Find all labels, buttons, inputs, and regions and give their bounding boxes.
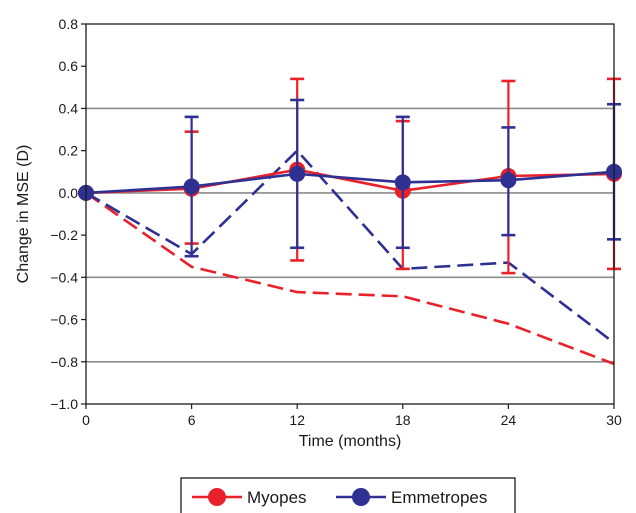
y-tick-label: 0.4 [59, 100, 79, 116]
legend-label: Myopes [247, 488, 307, 507]
y-tick-label: 0.0 [59, 185, 79, 201]
y-tick-label: −0.6 [50, 312, 78, 328]
y-tick-label: 0.8 [59, 16, 79, 32]
data-point [394, 174, 411, 191]
y-tick-label: 0.2 [59, 143, 79, 159]
series-emmetropes [78, 98, 622, 258]
legend-item-emmetropes: Emmetropes [336, 488, 487, 507]
legend-label: Emmetropes [391, 488, 487, 507]
y-tick-label: −1.0 [50, 396, 78, 412]
series-layer [78, 77, 622, 366]
legend-item-myopes: Myopes [192, 488, 307, 507]
data-point [500, 172, 517, 189]
legend: Myopes Emmetropes [180, 477, 516, 513]
data-point [289, 165, 306, 182]
y-axis-label: Change in MSE (D) [15, 145, 32, 284]
y-tick-label: −0.4 [50, 269, 78, 285]
legend-box [180, 477, 516, 513]
y-axis-ticks: −1.0 −0.8 −0.6 −0.4 −0.2 0.0 0.2 0.4 0.6 0.8 [50, 16, 86, 412]
dashed-line [85, 148, 615, 344]
series-line [85, 168, 615, 195]
legend-swatch-marker [352, 488, 370, 506]
x-tick-label: 24 [501, 412, 517, 428]
series-line [85, 170, 615, 195]
data-point [183, 178, 200, 195]
x-tick-label: 30 [606, 412, 622, 428]
y-tick-label: −0.8 [50, 354, 78, 370]
x-tick-label: 6 [188, 412, 196, 428]
legend-swatch-marker [208, 488, 226, 506]
x-axis-ticks: 0 6 12 18 24 30 [82, 404, 622, 428]
x-tick-label: 0 [82, 412, 90, 428]
x-tick-label: 18 [395, 412, 411, 428]
dashed-line [85, 191, 615, 366]
gridlines [86, 107, 614, 363]
x-axis-label: Time (months) [299, 433, 402, 450]
plot-frame [85, 23, 615, 405]
y-tick-label: 0.6 [59, 58, 79, 74]
x-tick-label: 12 [289, 412, 305, 428]
y-tick-label: −0.2 [50, 227, 78, 243]
